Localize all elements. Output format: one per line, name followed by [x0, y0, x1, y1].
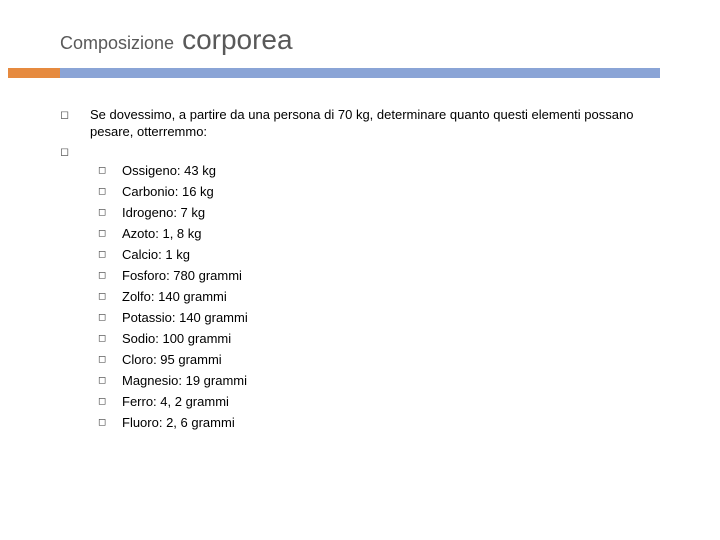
element-text: Carbonio: 16 kg	[122, 183, 214, 201]
element-text: Ossigeno: 43 kg	[122, 162, 216, 180]
element-text: Calcio: 1 kg	[122, 246, 190, 264]
list-item: ◻ Zolfo: 140 grammi	[98, 288, 660, 306]
element-text: Fosforo: 780 grammi	[122, 267, 242, 285]
list-item: ◻ Ferro: 4, 2 grammi	[98, 393, 660, 411]
bullet-icon: ◻	[98, 162, 122, 180]
bullet-icon: ◻	[98, 246, 122, 264]
bullet-icon: ◻	[98, 351, 122, 369]
bullet-icon: ◻	[98, 309, 122, 327]
bullet-icon: ◻	[98, 225, 122, 243]
rule-accent	[8, 68, 60, 78]
intro-item: ◻ Se dovessimo, a partire da una persona…	[60, 106, 660, 140]
bullet-icon: ◻	[60, 106, 90, 124]
title-rule	[60, 68, 660, 78]
list-item: ◻ Idrogeno: 7 kg	[98, 204, 660, 222]
intro-text: Se dovessimo, a partire da una persona d…	[90, 106, 660, 140]
bullet-icon: ◻	[98, 204, 122, 222]
element-text: Potassio: 140 grammi	[122, 309, 248, 327]
list-item: ◻ Magnesio: 19 grammi	[98, 372, 660, 390]
rule-main	[60, 68, 660, 78]
element-list: ◻ Ossigeno: 43 kg ◻ Carbonio: 16 kg ◻ Id…	[98, 162, 660, 432]
bullet-icon: ◻	[60, 144, 90, 160]
list-item: ◻ Carbonio: 16 kg	[98, 183, 660, 201]
content-area: ◻ Se dovessimo, a partire da una persona…	[60, 106, 660, 432]
list-item: ◻ Potassio: 140 grammi	[98, 309, 660, 327]
list-item: ◻ Fluoro: 2, 6 grammi	[98, 414, 660, 432]
bullet-icon: ◻	[98, 288, 122, 306]
list-item: ◻ Ossigeno: 43 kg	[98, 162, 660, 180]
element-text: Magnesio: 19 grammi	[122, 372, 247, 390]
title-large: corporea	[182, 24, 293, 56]
slide: Composizione corporea ◻ Se dovessimo, a …	[0, 0, 720, 540]
bullet-icon: ◻	[98, 330, 122, 348]
slide-title: Composizione corporea	[60, 24, 660, 56]
list-item: ◻ Sodio: 100 grammi	[98, 330, 660, 348]
bullet-icon: ◻	[98, 393, 122, 411]
bullet-icon: ◻	[98, 183, 122, 201]
spacer-row: ◻	[60, 144, 660, 160]
element-text: Azoto: 1, 8 kg	[122, 225, 202, 243]
element-text: Zolfo: 140 grammi	[122, 288, 227, 306]
list-item: ◻ Cloro: 95 grammi	[98, 351, 660, 369]
element-text: Idrogeno: 7 kg	[122, 204, 205, 222]
list-item: ◻ Calcio: 1 kg	[98, 246, 660, 264]
bullet-icon: ◻	[98, 267, 122, 285]
title-small: Composizione	[60, 33, 174, 54]
element-text: Cloro: 95 grammi	[122, 351, 222, 369]
bullet-icon: ◻	[98, 372, 122, 390]
bullet-icon: ◻	[98, 414, 122, 432]
element-text: Fluoro: 2, 6 grammi	[122, 414, 235, 432]
list-item: ◻ Fosforo: 780 grammi	[98, 267, 660, 285]
list-item: ◻ Azoto: 1, 8 kg	[98, 225, 660, 243]
element-text: Ferro: 4, 2 grammi	[122, 393, 229, 411]
element-text: Sodio: 100 grammi	[122, 330, 231, 348]
